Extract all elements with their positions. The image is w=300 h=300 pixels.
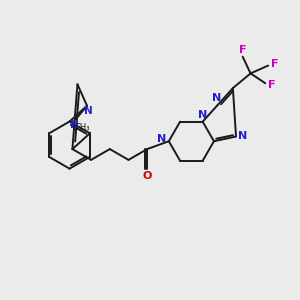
Text: N: N bbox=[238, 130, 248, 140]
Text: O: O bbox=[142, 171, 152, 181]
Text: N: N bbox=[70, 120, 79, 130]
Text: F: F bbox=[239, 45, 246, 55]
Text: F: F bbox=[271, 58, 279, 69]
Text: N: N bbox=[212, 93, 221, 103]
Text: CH₃: CH₃ bbox=[75, 123, 90, 132]
Text: N: N bbox=[198, 110, 207, 120]
Text: N: N bbox=[84, 106, 92, 116]
Text: F: F bbox=[268, 80, 276, 90]
Text: N: N bbox=[157, 134, 167, 144]
